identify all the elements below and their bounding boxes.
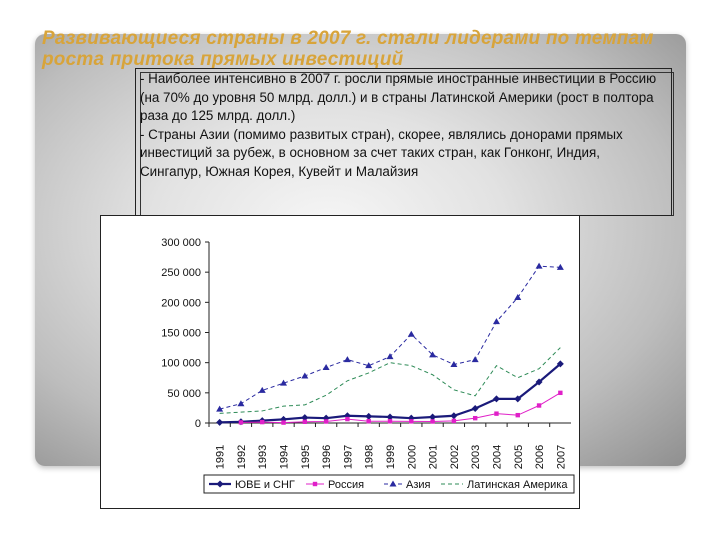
y-tick-label: 300 000 — [161, 237, 201, 249]
data-point — [345, 416, 350, 422]
fdi-line-chart: 300 000 250 000 200 000 150 000 100 000 50 00… — [100, 215, 580, 509]
x-tick-label: 2002 — [449, 445, 461, 469]
x-tick-label: 1997 — [342, 445, 354, 469]
x-tick-labels: 1991 1992 1993 1994 1995 1996 1997 1998 1999 2000… — [208, 423, 567, 469]
data-point — [238, 420, 244, 425]
y-tick-label: 200 000 — [161, 297, 201, 309]
bullet-asia-donors: - Страны Азии (помимо развитых стран), с… — [140, 126, 623, 179]
data-point — [556, 360, 564, 368]
x-tick-label: 2007 — [555, 445, 567, 469]
x-tick-label: 2005 — [513, 445, 525, 469]
y-tick-label: 0 — [195, 418, 201, 430]
data-point — [323, 419, 329, 424]
x-tick-label: 1993 — [257, 445, 269, 469]
data-point — [216, 418, 224, 426]
data-point — [302, 419, 308, 424]
data-point — [258, 386, 266, 393]
series-line — [219, 265, 561, 410]
y-tick-label: 100 000 — [161, 358, 201, 370]
data-point — [494, 411, 499, 416]
chart-series — [216, 262, 564, 426]
y-tick-label: 50 000 — [167, 388, 201, 400]
y-tick-labels: 300 000 250 000 200 000 150 000 100 000 50 00… — [161, 237, 209, 430]
x-tick-label: 1995 — [300, 445, 312, 469]
data-point — [556, 263, 564, 270]
x-tick-label: 1992 — [236, 445, 248, 469]
x-tick-label: 2001 — [428, 445, 440, 469]
data-point — [450, 360, 458, 367]
series-line — [240, 392, 561, 424]
data-point — [343, 356, 351, 363]
data-point — [492, 395, 500, 403]
legend-marker — [389, 480, 397, 487]
series-2 — [238, 390, 563, 425]
x-tick-label: 2000 — [406, 445, 418, 469]
data-point — [365, 362, 373, 369]
legend-label: Россия — [328, 479, 364, 491]
chart-svg: 300 000 250 000 200 000 150 000 100 000 50 00… — [161, 237, 575, 494]
data-point — [429, 351, 437, 358]
data-point — [535, 378, 543, 386]
data-point — [386, 353, 394, 360]
data-point — [558, 390, 563, 396]
data-point — [366, 418, 371, 424]
y-tick-label: 150 000 — [161, 328, 201, 340]
data-point — [429, 413, 437, 421]
data-point — [387, 418, 393, 424]
data-point — [492, 318, 500, 325]
data-point — [472, 415, 478, 421]
bullet-investments-russia-latam: - Наиболее интенсивно в 2007 г. росли пр… — [140, 71, 657, 123]
x-tick-label: 2006 — [534, 445, 546, 469]
series-4 — [219, 347, 561, 414]
x-tick-label: 1991 — [215, 445, 227, 469]
data-point — [430, 419, 435, 424]
data-point — [514, 294, 522, 301]
data-point — [471, 356, 479, 363]
data-point — [280, 379, 288, 386]
x-tick-label: 1998 — [364, 445, 376, 469]
series-line — [219, 347, 561, 414]
data-point — [450, 412, 458, 420]
data-point — [536, 403, 542, 408]
x-tick-label: 1994 — [279, 445, 291, 469]
data-point — [409, 419, 414, 424]
data-point — [386, 413, 394, 421]
chart-legend: ЮВЕ и СНГ Россия Азия Латинская Америка — [203, 474, 575, 494]
data-point — [535, 262, 543, 269]
legend-marker — [312, 481, 318, 487]
chart-axes — [208, 242, 571, 424]
text-box-body: - Наиболее интенсивно в 2007 г. росли пр… — [140, 70, 660, 181]
x-tick-label: 2003 — [470, 445, 482, 469]
x-tick-label: 1996 — [321, 445, 333, 469]
legend-label: Латинская Америка — [467, 479, 568, 491]
data-point — [451, 418, 457, 424]
data-point — [237, 400, 245, 407]
data-point — [301, 372, 309, 379]
data-point — [322, 363, 330, 370]
data-point — [260, 419, 265, 425]
data-point — [216, 405, 224, 412]
legend-marker — [216, 480, 224, 488]
x-tick-label: 2004 — [491, 445, 503, 469]
legend-label: ЮВЕ и СНГ — [235, 479, 295, 491]
slide-title: Развивающиеся страны в 2007 г. стали лид… — [42, 28, 654, 70]
data-point — [471, 405, 479, 413]
data-point — [515, 412, 520, 418]
series-1 — [216, 360, 564, 426]
data-point — [301, 414, 309, 422]
legend-label: Азия — [406, 479, 431, 491]
data-point — [281, 420, 286, 425]
data-point — [407, 330, 415, 337]
series-3 — [216, 262, 564, 412]
data-point — [514, 395, 522, 403]
legend-box — [203, 474, 575, 494]
x-tick-label: 1999 — [385, 445, 397, 469]
y-tick-label: 250 000 — [161, 267, 201, 279]
data-point — [365, 412, 373, 420]
